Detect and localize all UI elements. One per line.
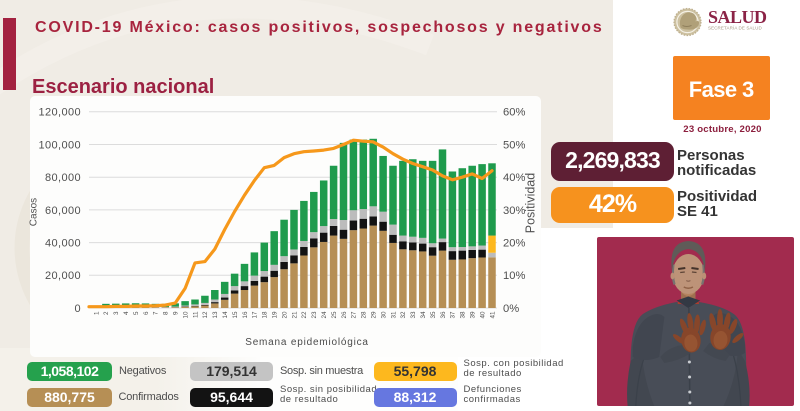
svg-text:30: 30 xyxy=(380,311,387,319)
svg-text:38: 38 xyxy=(460,311,467,319)
svg-text:0: 0 xyxy=(74,303,81,315)
svg-text:11: 11 xyxy=(192,311,199,318)
svg-text:0%: 0% xyxy=(503,303,519,315)
svg-text:8: 8 xyxy=(163,311,170,315)
svg-text:20: 20 xyxy=(281,311,288,319)
svg-text:25: 25 xyxy=(331,311,338,319)
svg-text:41: 41 xyxy=(489,311,496,319)
svg-text:10: 10 xyxy=(182,311,189,319)
svg-text:9: 9 xyxy=(173,311,180,315)
svg-text:5: 5 xyxy=(133,311,140,315)
svg-text:21: 21 xyxy=(291,311,298,319)
svg-text:100,000: 100,000 xyxy=(38,139,81,151)
svg-text:60,000: 60,000 xyxy=(45,205,81,217)
svg-text:30%: 30% xyxy=(503,205,525,217)
svg-text:15: 15 xyxy=(232,311,239,319)
svg-text:20%: 20% xyxy=(503,238,525,250)
svg-text:4: 4 xyxy=(123,311,130,315)
svg-text:20,000: 20,000 xyxy=(45,270,81,282)
svg-text:36: 36 xyxy=(440,311,447,319)
svg-text:12: 12 xyxy=(202,311,209,319)
svg-text:22: 22 xyxy=(301,311,308,319)
svg-text:24: 24 xyxy=(321,311,328,319)
svg-text:27: 27 xyxy=(351,311,358,319)
svg-text:39: 39 xyxy=(470,311,477,319)
svg-text:40%: 40% xyxy=(503,172,525,184)
svg-text:29: 29 xyxy=(371,311,378,319)
svg-text:32: 32 xyxy=(400,311,407,319)
svg-text:80,000: 80,000 xyxy=(45,172,81,184)
svg-text:17: 17 xyxy=(252,311,259,319)
svg-text:14: 14 xyxy=(222,311,229,319)
svg-text:40,000: 40,000 xyxy=(45,238,81,250)
svg-text:33: 33 xyxy=(410,311,417,319)
svg-text:120,000: 120,000 xyxy=(38,107,81,119)
svg-text:10%: 10% xyxy=(503,270,525,282)
svg-text:26: 26 xyxy=(341,311,348,319)
svg-text:1: 1 xyxy=(93,311,100,315)
svg-text:19: 19 xyxy=(272,311,279,319)
svg-text:37: 37 xyxy=(450,311,457,319)
svg-text:Casos: Casos xyxy=(29,198,40,226)
svg-text:3: 3 xyxy=(113,311,120,315)
svg-text:2: 2 xyxy=(103,311,110,315)
svg-text:28: 28 xyxy=(361,311,368,319)
svg-text:Semana epidemiológica: Semana epidemiológica xyxy=(245,337,369,348)
svg-text:31: 31 xyxy=(390,311,397,319)
svg-text:23: 23 xyxy=(311,311,318,319)
svg-text:50%: 50% xyxy=(503,139,525,151)
svg-text:6: 6 xyxy=(143,311,150,315)
svg-text:34: 34 xyxy=(420,311,427,319)
svg-text:18: 18 xyxy=(262,311,269,319)
svg-text:7: 7 xyxy=(153,311,160,315)
svg-text:Positividad: Positividad xyxy=(524,173,538,233)
svg-text:40: 40 xyxy=(479,311,486,319)
svg-text:35: 35 xyxy=(430,311,437,319)
svg-text:16: 16 xyxy=(242,311,249,319)
svg-text:13: 13 xyxy=(212,311,219,319)
svg-text:60%: 60% xyxy=(503,107,525,119)
